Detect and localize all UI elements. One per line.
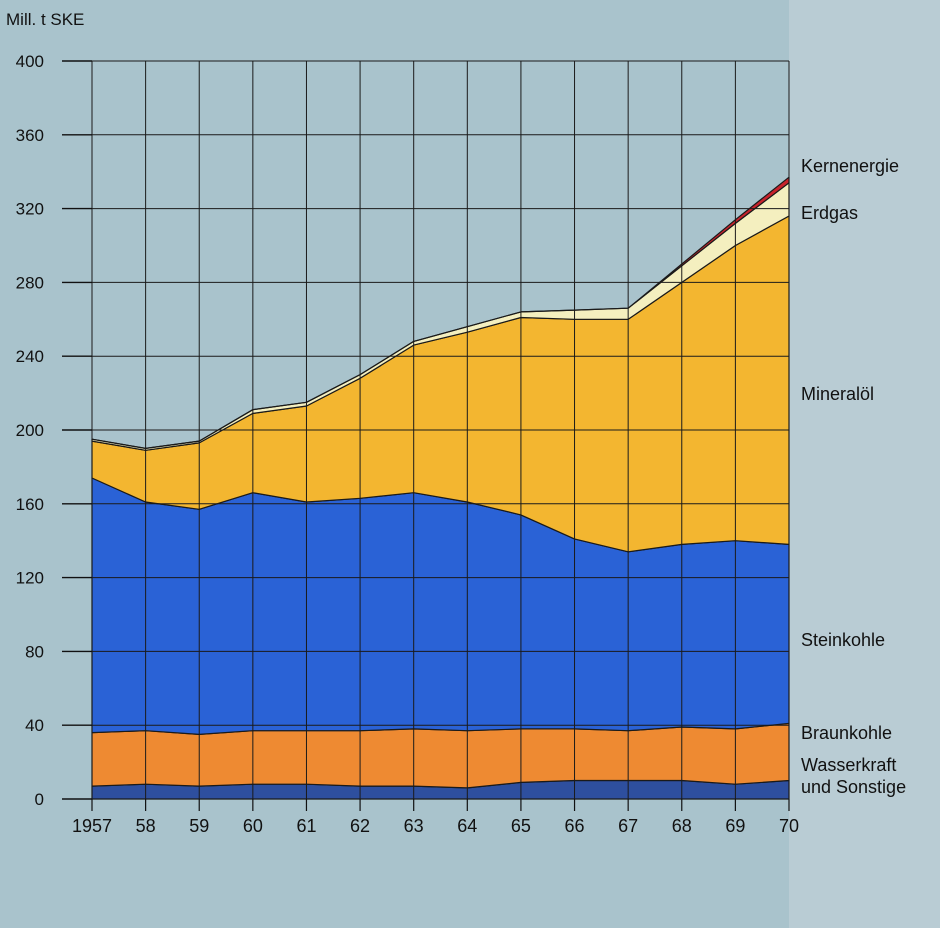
y-tick-label-200: 200 [16, 421, 44, 440]
x-tick-label-64: 64 [457, 816, 477, 836]
y-tick-label-120: 120 [16, 569, 44, 588]
x-tick-label-66: 66 [565, 816, 585, 836]
y-tick-label-0: 0 [35, 790, 44, 809]
series-label-kernenergie: Kernenergie [801, 156, 899, 176]
x-tick-label-1957: 1957 [72, 816, 112, 836]
y-tick-label-80: 80 [25, 642, 44, 661]
x-tick-label-68: 68 [672, 816, 692, 836]
x-tick-label-67: 67 [618, 816, 638, 836]
x-tick-label-63: 63 [404, 816, 424, 836]
y-tick-label-280: 280 [16, 273, 44, 292]
series-label-wasserkraft-und-sonstige-line-1: Wasserkraft [801, 755, 896, 775]
x-tick-label-69: 69 [725, 816, 745, 836]
y-tick-label-40: 40 [25, 716, 44, 735]
y-tick-label-160: 160 [16, 495, 44, 514]
series-label-wasserkraft-und-sonstige-line-2: und Sonstige [801, 777, 906, 797]
y-tick-label-240: 240 [16, 347, 44, 366]
x-tick-label-58: 58 [136, 816, 156, 836]
x-tick-label-60: 60 [243, 816, 263, 836]
x-tick-label-62: 62 [350, 816, 370, 836]
y-tick-label-360: 360 [16, 126, 44, 145]
legend-panel-background [789, 0, 940, 928]
series-label-steinkohle: Steinkohle [801, 630, 885, 650]
x-axis-ticks: 1957 58 59 60 61 62 63 64 65 66 67 68 69 70 [72, 799, 799, 836]
x-tick-label-61: 61 [296, 816, 316, 836]
x-tick-label-70: 70 [779, 816, 799, 836]
series-areas [91, 176, 790, 800]
series-label-braunkohle: Braunkohle [801, 723, 892, 743]
y-tick-label-400: 400 [16, 52, 44, 71]
x-tick-label-65: 65 [511, 816, 531, 836]
chart-grid [91, 60, 790, 800]
y-axis-unit-label: Mill. t SKE [6, 10, 84, 29]
series-label-erdgas: Erdgas [801, 203, 858, 223]
x-tick-label-59: 59 [189, 816, 209, 836]
series-label-mineraloel: Mineralöl [801, 384, 874, 404]
y-axis-ticks: 0 40 80 120 160 200 240 280 320 360 400 [16, 52, 92, 809]
y-tick-label-320: 320 [16, 200, 44, 219]
